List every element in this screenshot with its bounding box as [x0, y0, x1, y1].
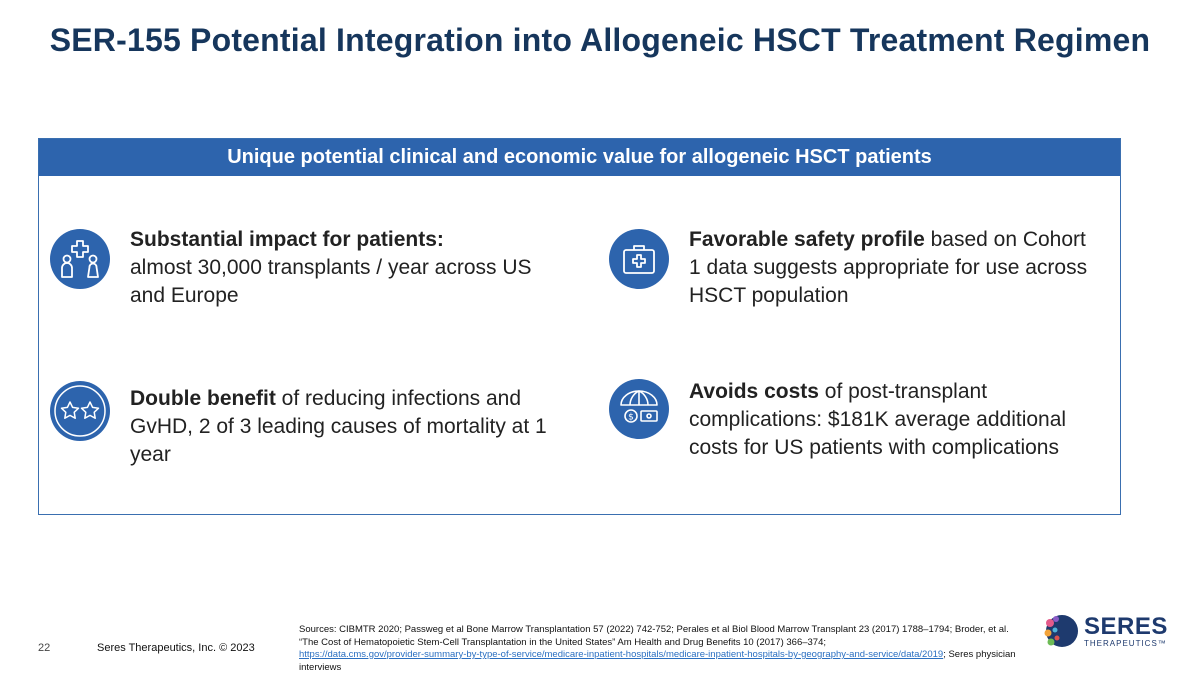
umbrella-money-icon: $ [609, 379, 669, 439]
logo-wordmark: SERES THERAPEUTICS™ [1084, 612, 1168, 648]
benefit-rest-double: of reducing infections and GvHD, 2 of 3 … [130, 387, 547, 466]
seres-logo: SERES THERAPEUTICS™ [1042, 611, 1168, 651]
value-panel: Unique potential clinical and economic v… [38, 138, 1121, 515]
medical-kit-icon [609, 229, 669, 289]
svg-text:$: $ [628, 413, 634, 423]
benefit-item-patients: Substantial impact for patients: almost … [50, 226, 550, 310]
benefit-item-costs: $ Avoids costs of post-transplant compli… [609, 379, 1099, 462]
sources-note: Sources: CIBMTR 2020; Passweg et al Bone… [299, 624, 1019, 674]
benefit-bold-patients: Substantial impact for patients: [130, 228, 444, 251]
benefit-text-patients: Substantial impact for patients: almost … [130, 226, 550, 310]
sources-text: Sources: CIBMTR 2020; Passweg et al Bone… [299, 624, 1009, 648]
panel-header: Unique potential clinical and economic v… [39, 139, 1120, 176]
cms-data-link[interactable]: https://data.cms.gov/provider-summary-by… [299, 649, 944, 660]
benefit-bold-double: Double benefit [130, 387, 276, 410]
benefit-rest-patients: almost 30,000 transplants / year across … [130, 256, 532, 307]
logo-sub-text: THERAPEUTICS™ [1084, 638, 1167, 648]
sources-suffix: ; Seres physician interviews [299, 649, 1016, 673]
patients-medical-icon [50, 229, 110, 289]
benefit-rest-costs: of post-transplant complications: $181K … [689, 380, 1067, 459]
benefit-item-double: Double benefit of reducing infections an… [50, 381, 550, 469]
page-title: SER-155 Potential Integration into Allog… [49, 22, 1151, 58]
benefit-text-costs: Avoids costs of post-transplant complica… [689, 378, 1099, 462]
logo-main-text: SERES [1084, 612, 1168, 640]
benefit-bold-safety: Favorable safety profile [689, 228, 925, 251]
logo-mark-icon [1044, 615, 1078, 647]
benefit-text-safety: Favorable safety profile based on Cohort… [689, 226, 1089, 310]
benefit-bold-costs: Avoids costs [689, 380, 819, 403]
two-stars-icon [50, 381, 110, 441]
benefit-item-safety: Favorable safety profile based on Cohort… [609, 226, 1089, 310]
company-copyright: Seres Therapeutics, Inc. © 2023 [97, 642, 255, 654]
benefit-text-double: Double benefit of reducing infections an… [130, 385, 550, 469]
benefit-rest-safety: based on Cohort 1 data suggests appropri… [689, 228, 1088, 307]
page-number: 22 [38, 642, 51, 654]
